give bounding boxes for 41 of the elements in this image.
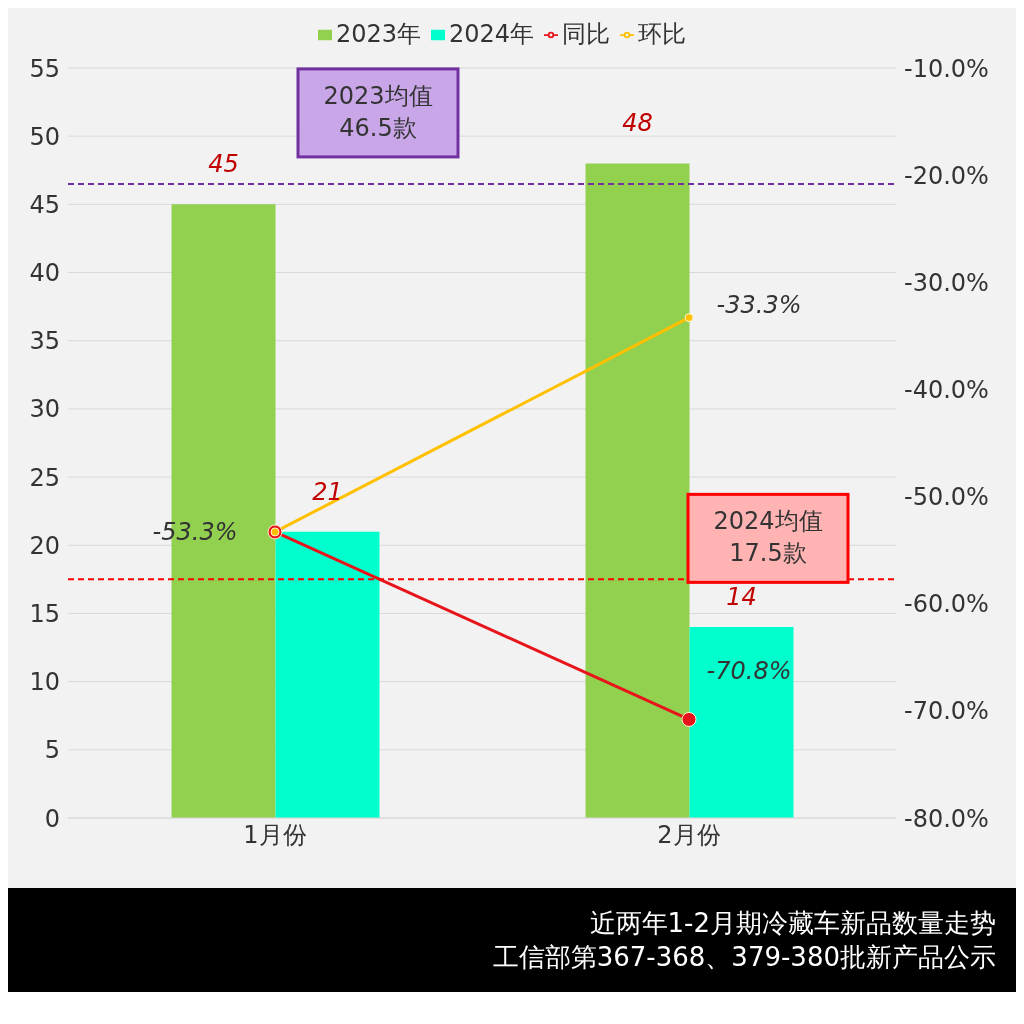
data-label: 45: [208, 150, 239, 179]
y2-tick-label: -70.0%: [904, 697, 989, 726]
y2-tick-label: -20.0%: [904, 161, 989, 190]
y2-tick-label: -50.0%: [904, 483, 989, 512]
y-tick-label: 35: [29, 327, 60, 356]
y-tick-label: 55: [29, 54, 60, 83]
text: 近两年1-2月期冷藏车新品数量走势: [588, 907, 996, 940]
legend-label: 环比: [638, 20, 687, 48]
y2-tick-label: -10.0%: [904, 54, 989, 83]
y-tick-label: 30: [29, 395, 60, 424]
data-label: 14: [726, 583, 757, 612]
y-tick-label: 20: [29, 531, 60, 560]
y-tick-label: 15: [29, 599, 60, 628]
y2-tick-label: -80.0%: [904, 804, 989, 833]
legend-label: 2024年: [449, 20, 535, 48]
point: [684, 313, 694, 323]
data-label: 21: [312, 477, 343, 506]
legend-label: 同比: [562, 20, 611, 48]
x-tick-label: 2月份: [657, 821, 721, 850]
y-tick-label: 5: [44, 736, 60, 765]
y-tick-label: 50: [29, 122, 60, 151]
y2-tick-label: -30.0%: [904, 268, 989, 297]
y2-tick-label: -60.0%: [904, 590, 989, 619]
y2-tick-label: -40.0%: [904, 375, 989, 404]
x-tick-label: 1月份: [243, 821, 307, 850]
y-tick-label: 10: [29, 668, 60, 697]
y-tick-label: 0: [44, 804, 60, 833]
y-tick-label: 40: [29, 259, 60, 288]
ref-line-label: 2024均值 17.5款: [713, 507, 823, 568]
point: [681, 711, 697, 727]
data-label: -33.3%: [716, 290, 802, 319]
bar: [585, 163, 690, 818]
y-tick-label: 45: [29, 190, 60, 219]
legend-label: 2023年: [335, 20, 421, 48]
data-label: 48: [622, 109, 653, 138]
bar: [689, 627, 794, 818]
y-tick-label: 25: [29, 463, 60, 492]
ref-line-label: 2023均值 46.5款: [323, 81, 433, 142]
bar: [275, 531, 380, 818]
text: 工信部第367-368、379-380批新产品公示: [491, 941, 996, 974]
data-label: -70.8%: [706, 657, 792, 686]
